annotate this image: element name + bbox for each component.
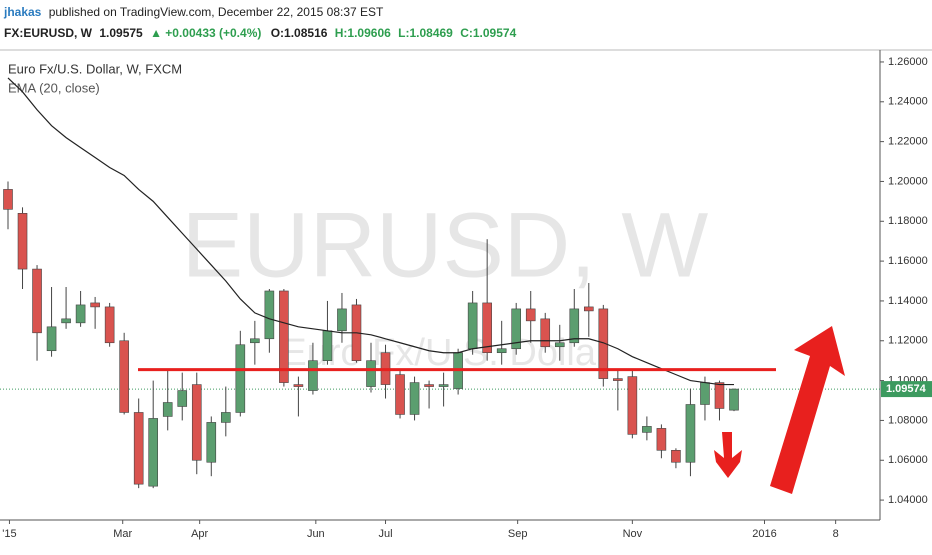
candle-body (221, 412, 231, 423)
candle-body (496, 348, 507, 354)
candle-body (671, 449, 681, 463)
high: H:1.09606 (335, 26, 391, 40)
x-tick-label: Jul (378, 528, 392, 540)
change: ▲ +0.00433 (+0.4%) (150, 26, 261, 40)
x-tick-label: 8 (833, 528, 839, 540)
candle-body (366, 360, 376, 387)
y-tick-label: 1.24000 (888, 96, 928, 108)
candle-body (279, 290, 289, 383)
x-tick-label: Mar (113, 528, 132, 540)
candle-body (656, 428, 667, 451)
candle-body (191, 384, 202, 461)
candle-body (525, 308, 536, 322)
watermark: EURUSD, W (182, 194, 709, 296)
candle-body (162, 402, 173, 417)
x-tick-label: 2016 (752, 528, 776, 540)
candle-body (264, 290, 275, 340)
down-arrow (714, 432, 742, 478)
candle-body (714, 382, 725, 409)
candle-body (685, 404, 696, 463)
candle-body (148, 418, 158, 487)
plot: 1.040001.060001.080001.100001.120001.140… (0, 56, 932, 540)
candle-body (337, 308, 347, 332)
candle-body (540, 318, 551, 348)
chart-title: Euro Fx/U.S. Dollar, W, FXCM (8, 61, 182, 76)
x-tick-label: Jun (307, 528, 325, 540)
candle-body (75, 304, 86, 324)
header-line: jhakas published on TradingView.com, Dec… (3, 5, 384, 19)
candle-body (467, 302, 478, 350)
candle-body (613, 378, 623, 381)
candle-body (627, 376, 638, 435)
candle-body (90, 302, 100, 308)
open: O:1.08516 (271, 26, 328, 40)
candle-body (729, 388, 739, 411)
y-tick-label: 1.04000 (888, 494, 928, 506)
candle-body (511, 308, 522, 350)
candle-body (119, 340, 129, 413)
y-tick-label: 1.12000 (888, 335, 928, 347)
candle-body (3, 189, 13, 210)
symbol: FX:EURUSD, W (4, 26, 93, 40)
published: published on TradingView.com, December 2… (49, 5, 384, 19)
candle-body (482, 302, 492, 354)
candle-body (61, 318, 71, 324)
candle-body (235, 344, 246, 413)
candle-body (104, 306, 115, 344)
candle-body (308, 360, 318, 391)
candle-body (177, 390, 188, 407)
candle-body (642, 426, 652, 433)
candle-body (133, 412, 144, 485)
x-tick-label: '15 (2, 528, 16, 540)
candle-body (424, 384, 434, 387)
header-bg (0, 0, 932, 50)
author[interactable]: jhakas (3, 5, 42, 19)
candle-body (293, 384, 304, 387)
candle-body (569, 308, 580, 344)
candle-body (583, 306, 594, 312)
y-tick-label: 1.20000 (888, 175, 928, 187)
candle-body (554, 342, 565, 348)
candle-body (700, 382, 710, 405)
price: 1.09575 (99, 26, 143, 40)
candle-body (395, 374, 405, 415)
y-tick-label: 1.18000 (888, 215, 928, 227)
y-tick-label: 1.22000 (888, 136, 928, 148)
y-tick-label: 1.14000 (888, 295, 928, 307)
candle-body (598, 308, 609, 379)
y-tick-label: 1.08000 (888, 414, 928, 426)
candle-body (409, 382, 420, 415)
low: L:1.08469 (398, 26, 453, 40)
candle-body (322, 330, 333, 361)
candle-body (250, 338, 260, 344)
ema-legend: EMA (20, close) (8, 80, 100, 95)
candle-body (46, 326, 57, 352)
x-tick-label: Nov (623, 528, 643, 540)
y-tick-label: 1.26000 (888, 56, 928, 68)
up-arrow (770, 326, 845, 494)
candle-body (206, 422, 217, 463)
quote-line: FX:EURUSD, W 1.09575 ▲ +0.00433 (+0.4%) … (4, 26, 517, 40)
x-tick-label: Apr (191, 528, 208, 540)
candle-body (32, 268, 42, 334)
last-price-tag (881, 381, 932, 398)
ema-line (7, 77, 734, 386)
y-tick-label: 1.16000 (888, 255, 928, 267)
close: C:1.09574 (460, 26, 516, 40)
last-price-label: 1.09574 (886, 383, 927, 395)
candle-body (17, 213, 28, 270)
y-tick-label: 1.06000 (888, 454, 928, 466)
x-tick-label: Sep (508, 528, 528, 540)
candle-body (438, 384, 449, 387)
